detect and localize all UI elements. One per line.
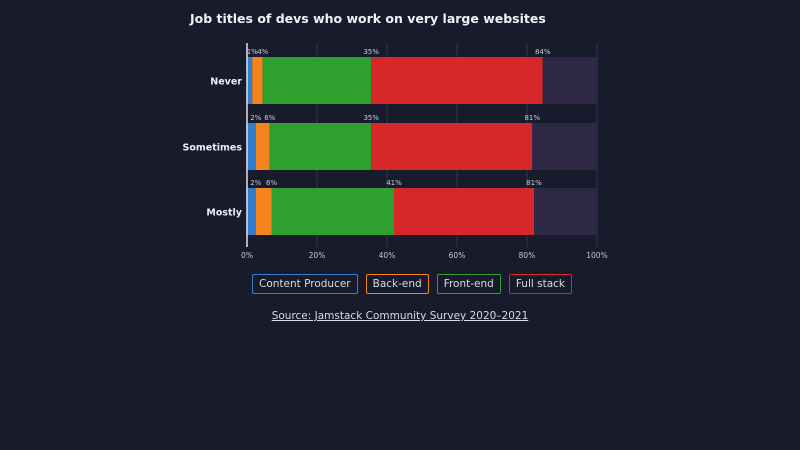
bar-segment[interactable] — [371, 57, 543, 104]
category-label: Never — [210, 77, 242, 88]
legend: Content Producer Back-end Front-end Full st… — [0, 274, 800, 294]
data-label: 35% — [363, 114, 379, 122]
data-label: 81% — [526, 179, 542, 187]
legend-item[interactable]: Front-end — [436, 274, 501, 294]
bar-segment[interactable] — [247, 188, 256, 235]
bar-segment[interactable] — [255, 188, 272, 235]
data-label: 84% — [535, 48, 551, 56]
x-tick-label: 0% — [241, 251, 253, 260]
x-tick-label: 100% — [586, 251, 607, 260]
data-label: 81% — [524, 114, 540, 122]
bar-segment[interactable] — [269, 123, 372, 170]
data-label: 41% — [386, 179, 402, 187]
data-label: 4% — [257, 48, 268, 56]
source-container: Source: Jamstack Community Survey 2020–2… — [0, 304, 800, 323]
category-label: Sometimes — [182, 143, 242, 154]
bar-segment[interactable] — [394, 188, 534, 235]
x-tick-label: 80% — [519, 251, 536, 260]
x-tick-label: 60% — [449, 251, 466, 260]
chart-title: Job titles of devs who work on very larg… — [190, 11, 546, 26]
bar-segment[interactable] — [252, 57, 263, 104]
bar-segment[interactable] — [255, 123, 270, 170]
data-label: 6% — [264, 114, 275, 122]
bar-segment[interactable] — [247, 57, 253, 104]
bar-segment[interactable] — [542, 57, 597, 104]
bar-labels: 1% 4% 35% 84%2% 6% 35% 81%2% 6% 41% 81% — [247, 48, 551, 187]
stacked-bar-chart: 1% 4% 35% 84%2% 6% 35% 81%2% 6% 41% 81% 0% 20% 40% 6… — [182, 43, 608, 260]
data-label: 2% — [250, 114, 261, 122]
data-label: 35% — [363, 48, 379, 56]
bar-segment[interactable] — [371, 123, 533, 170]
legend-item[interactable]: Content Producer — [252, 274, 358, 294]
x-tick-label: 40% — [379, 251, 396, 260]
category-label: Mostly — [206, 208, 242, 219]
bars — [247, 57, 597, 235]
bar-segment[interactable] — [534, 188, 597, 235]
legend-item[interactable]: Back-end — [365, 274, 429, 294]
data-label: 1% — [247, 48, 258, 56]
data-label: 6% — [266, 179, 277, 187]
bar-segment[interactable] — [532, 123, 597, 170]
data-label: 2% — [250, 179, 261, 187]
legend-item[interactable]: Full stack — [508, 274, 572, 294]
bar-segment[interactable] — [271, 188, 395, 235]
bar-segment[interactable] — [262, 57, 372, 104]
x-tick-label: 20% — [309, 251, 326, 260]
axes: 0% 20% 40% 60% 80% 100% Never Sometimes Mostly — [182, 43, 608, 260]
bar-segment[interactable] — [247, 123, 256, 170]
source-link[interactable]: Source: Jamstack Community Survey 2020–2… — [271, 310, 529, 322]
